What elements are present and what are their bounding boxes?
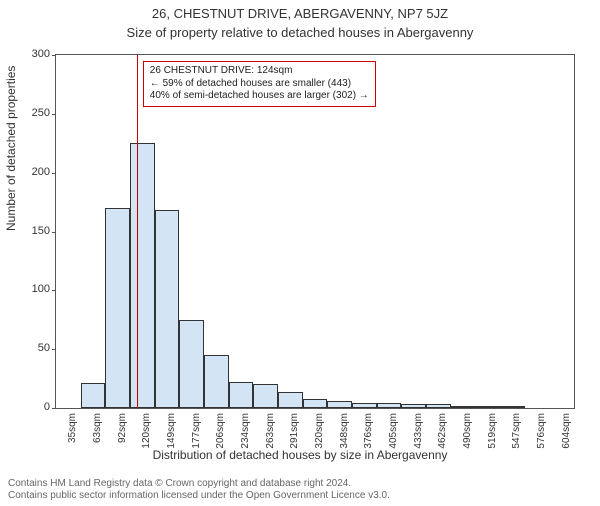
x-tick-label: 149sqm [166,413,177,453]
x-tick-label: 547sqm [511,413,522,453]
y-tick-label: 0 [20,401,50,413]
y-tick-label: 300 [20,48,50,60]
annotation-box: 26 CHESTNUT DRIVE: 124sqm← 59% of detach… [143,61,376,107]
x-tick-label: 320sqm [314,413,325,453]
histogram-bar [327,401,352,408]
attribution-line-1: Contains HM Land Registry data © Crown c… [8,478,592,490]
x-tick-label: 490sqm [462,413,473,453]
x-tick-label: 291sqm [289,413,300,453]
y-tick [52,290,56,291]
histogram-bar [426,404,451,408]
chart-area: 26 CHESTNUT DRIVE: 124sqm← 59% of detach… [55,54,575,409]
annotation-line: ← 59% of detached houses are smaller (44… [150,78,369,91]
y-tick [52,408,56,409]
sub-title: Size of property relative to detached ho… [0,25,600,40]
y-tick-label: 50 [20,342,50,354]
histogram-bar [81,383,106,408]
y-tick-label: 100 [20,283,50,295]
x-tick-label: 92sqm [117,413,128,453]
x-axis-label: Distribution of detached houses by size … [0,448,600,462]
x-tick-label: 63sqm [92,413,103,453]
histogram-bar [451,406,476,408]
x-tick-label: 35sqm [67,413,78,453]
histogram-bar [352,403,377,408]
histogram-bar [204,355,229,408]
x-tick-label: 120sqm [141,413,152,453]
x-tick-label: 604sqm [561,413,572,453]
histogram-bar [401,404,426,408]
x-tick-label: 376sqm [363,413,374,453]
marker-line [137,55,138,408]
histogram-bar [229,382,254,408]
y-tick [52,114,56,115]
histogram-bar [130,143,155,408]
y-tick-label: 200 [20,166,50,178]
x-tick-label: 576sqm [536,413,547,453]
annotation-line: 40% of semi-detached houses are larger (… [150,90,369,103]
histogram-bar [500,406,525,408]
histogram-bar [179,320,204,408]
y-tick-label: 250 [20,107,50,119]
attribution-line-2: Contains public sector information licen… [8,490,592,502]
y-tick [52,173,56,174]
histogram-bar [105,208,130,408]
y-tick [52,349,56,350]
annotation-line: 26 CHESTNUT DRIVE: 124sqm [150,65,369,78]
x-tick-label: 433sqm [413,413,424,453]
attribution: Contains HM Land Registry data © Crown c… [8,478,592,502]
x-tick-label: 348sqm [339,413,350,453]
histogram-bar [475,406,500,408]
histogram-bar [278,392,303,408]
y-tick-label: 150 [20,225,50,237]
x-tick-label: 519sqm [487,413,498,453]
x-tick-label: 405sqm [388,413,399,453]
x-tick-label: 234sqm [240,413,251,453]
y-tick [52,232,56,233]
x-tick-label: 206sqm [215,413,226,453]
histogram-bar [377,403,402,408]
main-title: 26, CHESTNUT DRIVE, ABERGAVENNY, NP7 5JZ [0,6,600,21]
x-tick-label: 263sqm [265,413,276,453]
y-tick [52,55,56,56]
histogram-bar [253,384,278,408]
histogram-bar [303,399,328,408]
y-axis-label: Number of detached properties [4,66,18,231]
histogram-bar [155,210,180,408]
x-tick-label: 177sqm [191,413,202,453]
x-tick-label: 462sqm [437,413,448,453]
